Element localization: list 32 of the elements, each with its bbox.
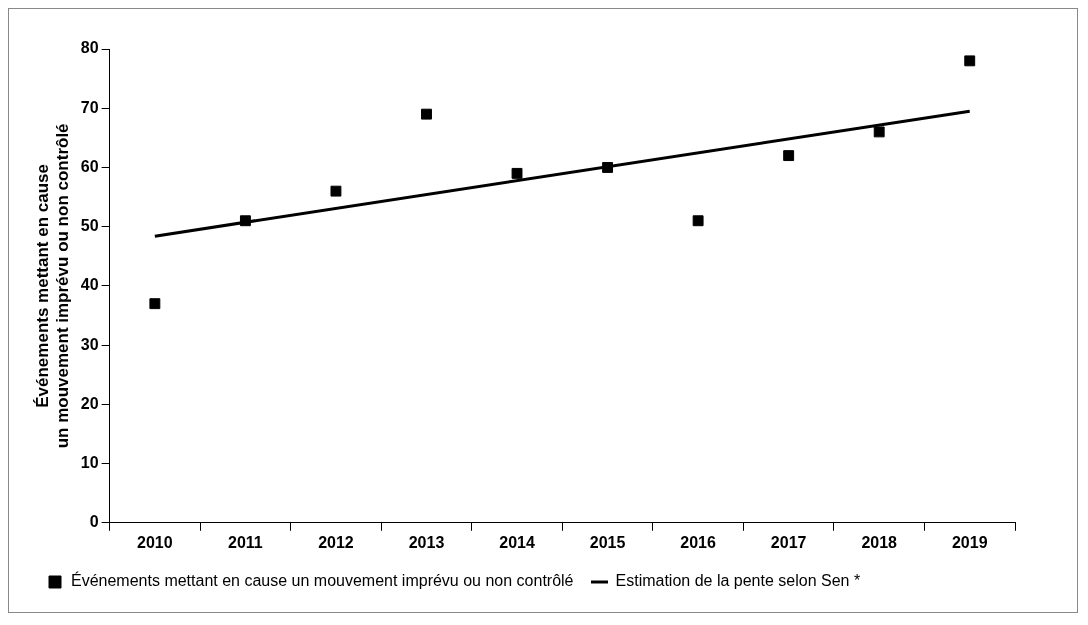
x-tick-label: 2019 <box>951 533 988 551</box>
x-tick-label: 2013 <box>408 533 445 551</box>
point <box>421 108 432 120</box>
y-axis-title: Événements mettant en cause un mouvement imprévu ou non contrôlé <box>32 123 73 449</box>
y-tick-label: 30 <box>80 335 99 353</box>
point <box>330 185 342 197</box>
x-tick-label: 2015 <box>589 533 626 551</box>
point <box>873 126 885 138</box>
point <box>602 162 614 173</box>
point <box>692 215 704 227</box>
point <box>964 55 976 67</box>
y-tick-label: 20 <box>80 394 99 412</box>
y-tick-label: 60 <box>80 157 99 175</box>
y-tick-label: 0 <box>89 513 99 531</box>
y-tick-label: 80 <box>80 39 99 57</box>
x-tick-label: 2017 <box>770 533 807 551</box>
y-tick-label: 40 <box>80 276 99 294</box>
x-tick-label: 2018 <box>861 533 898 551</box>
x-tick-label: 2010 <box>137 533 173 551</box>
point <box>511 167 523 179</box>
x-tick-label: 2014 <box>499 533 535 551</box>
legend-label: Événements mettant en cause un mouvement imprévu ou non contrôlé <box>71 571 574 590</box>
x-tick-label: 2011 <box>228 533 263 551</box>
y-tick-label: 10 <box>80 453 99 471</box>
point <box>783 150 795 162</box>
y-tick-label: 50 <box>80 217 99 235</box>
legend-label: Estimation de la pente selon Sen * <box>615 572 861 590</box>
y-tick-label: 70 <box>80 98 99 116</box>
x-tick-label: 2012 <box>318 533 354 551</box>
point <box>239 215 251 227</box>
x-tick-label: 2016 <box>680 533 717 551</box>
point <box>149 298 161 310</box>
